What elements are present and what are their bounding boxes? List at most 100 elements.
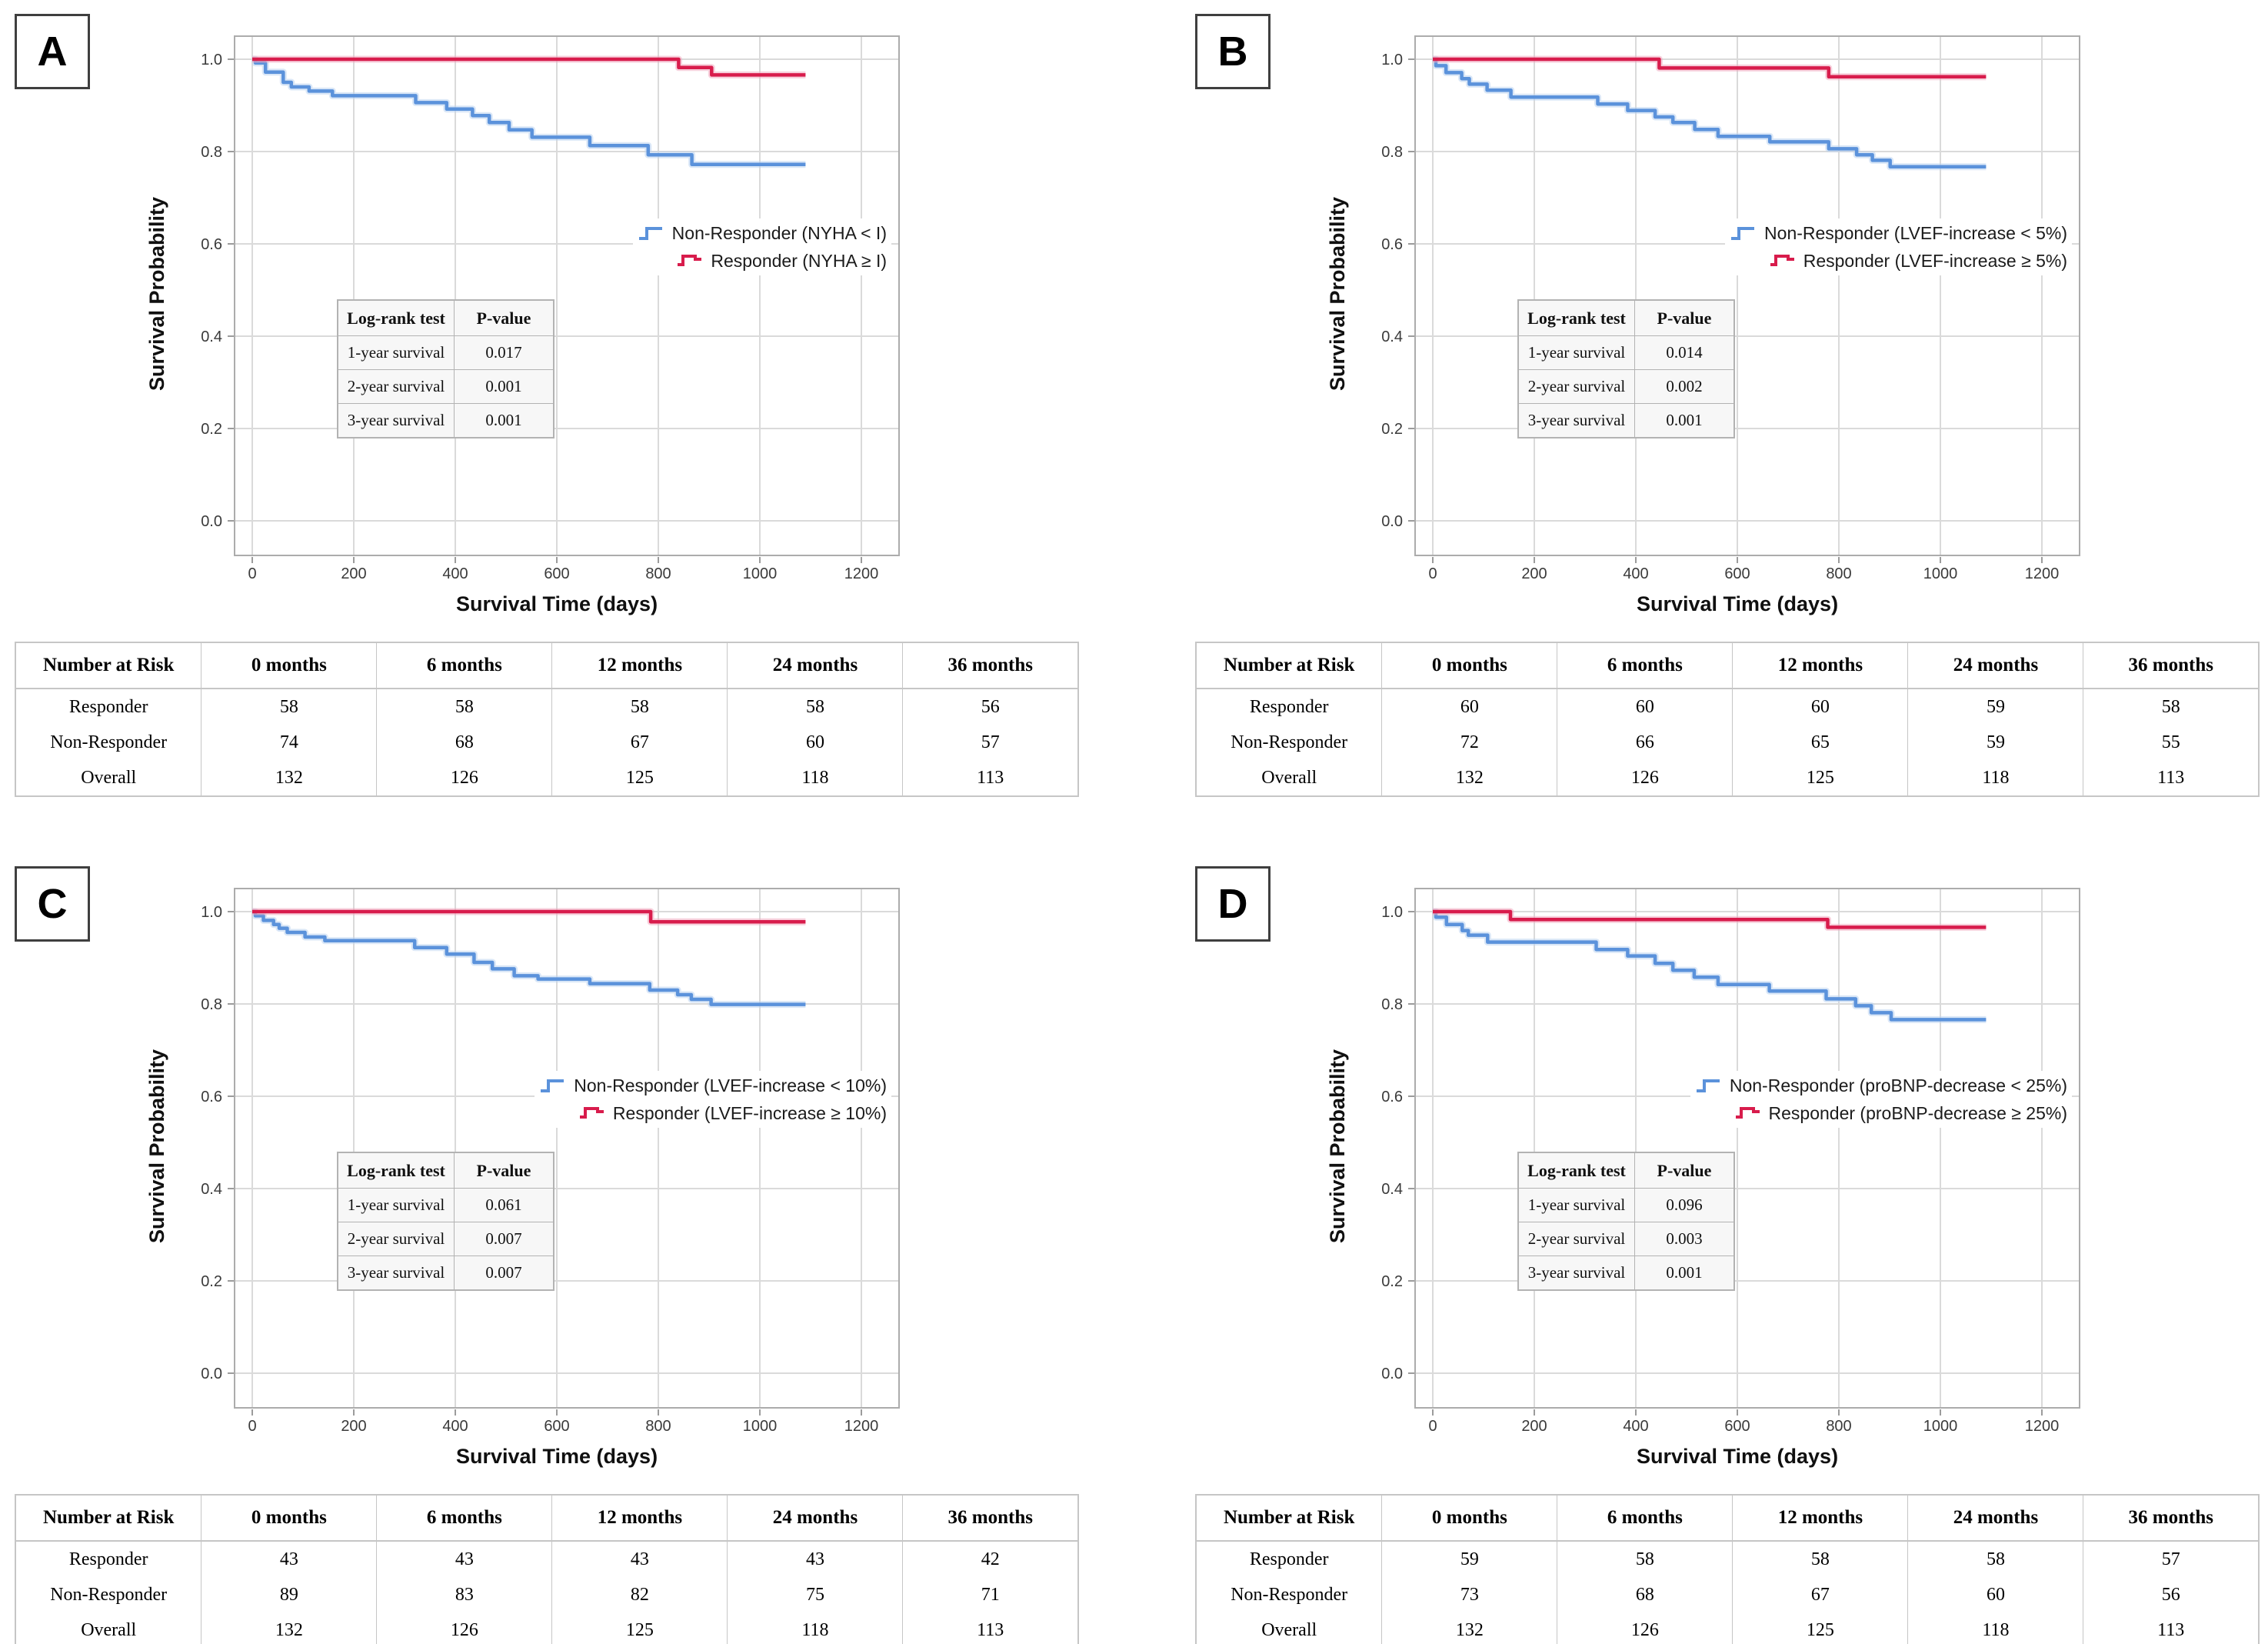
risk-cell: 43 <box>201 1541 377 1577</box>
y-tick-label: 0.0 <box>201 1366 222 1382</box>
risk-header-cell: 6 months <box>1557 1495 1733 1541</box>
logrank-p-value: 0.002 <box>1634 369 1735 404</box>
responder-step-line-icon <box>678 255 702 266</box>
risk-header-cell: Number at Risk <box>42 1507 175 1528</box>
risk-cell: 60 <box>1557 689 1733 725</box>
risk-cell: 58 <box>2083 689 2259 725</box>
risk-row-non-responder: Non-Responder 73 68 67 60 56 <box>1196 1577 2259 1612</box>
risk-cell: 43 <box>376 1541 552 1577</box>
risk-cell: 59 <box>1907 689 2083 725</box>
risk-cell: 125 <box>551 1612 728 1644</box>
logrank-header-row: Log-rank test P-value <box>337 299 555 336</box>
responder-step-line-icon <box>1735 1107 1760 1119</box>
risk-cell: 60 <box>1381 689 1557 725</box>
y-tick-label: 0.0 <box>1381 513 1403 530</box>
non_responder-curve <box>252 57 806 167</box>
logrank-test-label: 1-year survival <box>1517 335 1635 370</box>
logrank-row: 2-year survival 0.001 <box>337 369 555 404</box>
logrank-header-row: Log-rank test P-value <box>1517 1152 1735 1189</box>
x-tick-label: 1200 <box>2025 1418 2060 1435</box>
logrank-row: 1-year survival 0.096 <box>1517 1188 1735 1222</box>
logrank-header-p: P-value <box>1634 299 1735 336</box>
logrank-p-value: 0.007 <box>454 1256 555 1291</box>
x-tick-label: 600 <box>1724 565 1750 582</box>
risk-cell: 126 <box>376 1612 552 1644</box>
risk-cell: 126 <box>376 760 552 796</box>
y-tick-label: 0.8 <box>201 996 222 1013</box>
y-tick-label: 0.0 <box>201 513 222 530</box>
risk-cell: 65 <box>1732 725 1908 760</box>
logrank-table: Log-rank test P-value 1-year survival 0.… <box>337 299 555 439</box>
x-tick-label: 200 <box>341 1418 366 1435</box>
risk-row-label: Responder <box>1249 1549 1329 1569</box>
logrank-row: 1-year survival 0.014 <box>1517 335 1735 370</box>
risk-cell: 68 <box>1557 1577 1733 1612</box>
y-tick-label: 0.4 <box>1381 328 1403 345</box>
logrank-row: 2-year survival 0.002 <box>1517 369 1735 404</box>
risk-header-cell: 24 months <box>727 1495 903 1541</box>
plot-area: 0 200 400 600 800 1000 1200 0.0 0.2 0.4 0.6 0.8 1.0 <box>201 35 900 582</box>
risk-cell: 43 <box>551 1541 728 1577</box>
logrank-test-label: 2-year survival <box>337 1222 455 1256</box>
x-tick-label: 800 <box>645 1418 671 1435</box>
risk-cell: 89 <box>201 1577 377 1612</box>
logrank-row: 2-year survival 0.003 <box>1517 1222 1735 1256</box>
risk-row-label: Overall <box>1261 1619 1317 1640</box>
x-tick-label: 0 <box>248 565 256 582</box>
risk-cell: 126 <box>1557 760 1733 796</box>
legend-label-responder: Responder (proBNP-decrease ≥ 25%) <box>1768 1102 2067 1123</box>
risk-cell: 125 <box>1732 760 1908 796</box>
x-axis-ticks: 0 200 400 600 800 1000 1200 <box>248 1409 878 1435</box>
logrank-row: 1-year survival 0.017 <box>337 335 555 370</box>
risk-header-cell: 36 months <box>2083 642 2259 689</box>
x-tick-label: 400 <box>1623 565 1648 582</box>
logrank-test-label: 1-year survival <box>337 1188 455 1222</box>
chart-legend: Non-Responder (LVEF-increase < 5%) Respo… <box>1725 218 2072 275</box>
x-axis-ticks: 0 200 400 600 800 1000 1200 <box>1428 557 2059 582</box>
logrank-p-value: 0.017 <box>454 335 555 370</box>
logrank-row: 3-year survival 0.007 <box>337 1256 555 1291</box>
x-tick-label: 800 <box>1826 565 1851 582</box>
x-tick-label: 200 <box>1521 565 1547 582</box>
risk-header-cell: 0 months <box>1381 1495 1557 1541</box>
risk-row-responder: Responder 58 58 58 58 56 <box>15 689 1078 725</box>
risk-row-non-responder: Non-Responder 74 68 67 60 57 <box>15 725 1078 760</box>
plot-area: 0 200 400 600 800 1000 1200 0.0 0.2 0.4 0.6 0.8 1.0 <box>1381 35 2080 582</box>
responder-curve <box>1433 57 1987 79</box>
risk-header-cell: 12 months <box>1732 1495 1908 1541</box>
legend-item-responder: Responder (proBNP-decrease ≥ 25%) <box>1734 1100 2067 1126</box>
y-tick-label: 1.0 <box>201 52 222 68</box>
risk-cell: 113 <box>2083 760 2259 796</box>
plot-frame <box>1414 888 2080 1409</box>
legend-item-responder: Responder (LVEF-increase ≥ 5%) <box>1769 248 2067 274</box>
x-tick-label: 0 <box>1428 1418 1437 1435</box>
risk-cell: 118 <box>727 1612 903 1644</box>
legend-item-non-responder: Non-Responder (NYHA < I) <box>638 220 887 246</box>
risk-cell: 74 <box>201 725 377 760</box>
km-panel: D 0 200 400 600 800 1000 1200 0.0 0.2 0.4 0.6 0.8 1.… <box>1192 862 2263 1644</box>
risk-header-cell: 6 months <box>376 642 552 689</box>
logrank-test-label: 3-year survival <box>1517 1256 1635 1291</box>
logrank-header-test: Log-rank test <box>337 299 455 336</box>
y-axis-ticks: 0.0 0.2 0.4 0.6 0.8 1.0 <box>1381 904 1414 1382</box>
x-tick-label: 200 <box>1521 1418 1547 1435</box>
x-tick-label: 800 <box>1826 1418 1851 1435</box>
y-axis-ticks: 0.0 0.2 0.4 0.6 0.8 1.0 <box>201 52 234 530</box>
y-tick-label: 0.6 <box>1381 1089 1403 1105</box>
risk-row-non-responder: Non-Responder 89 83 82 75 71 <box>15 1577 1078 1612</box>
logrank-table: Log-rank test P-value 1-year survival 0.… <box>337 1152 555 1291</box>
responder-curve <box>1433 909 1987 929</box>
risk-row-overall: Overall 132 126 125 118 113 <box>1196 1612 2259 1644</box>
risk-cell: 58 <box>201 689 377 725</box>
survival-curves <box>251 908 806 1009</box>
risk-header-cell: Number at Risk <box>1223 1507 1355 1528</box>
responder-step-line-icon <box>579 1107 604 1119</box>
risk-header-cell: 0 months <box>201 642 377 689</box>
risk-cell: 58 <box>1907 1541 2083 1577</box>
x-tick-label: 1000 <box>743 565 778 582</box>
logrank-row: 2-year survival 0.007 <box>337 1222 555 1256</box>
legend-label-responder: Responder (NYHA ≥ I) <box>711 250 887 271</box>
x-tick-label: 800 <box>645 565 671 582</box>
logrank-test-label: 2-year survival <box>1517 1222 1635 1256</box>
risk-row-label: Overall <box>1261 767 1317 788</box>
